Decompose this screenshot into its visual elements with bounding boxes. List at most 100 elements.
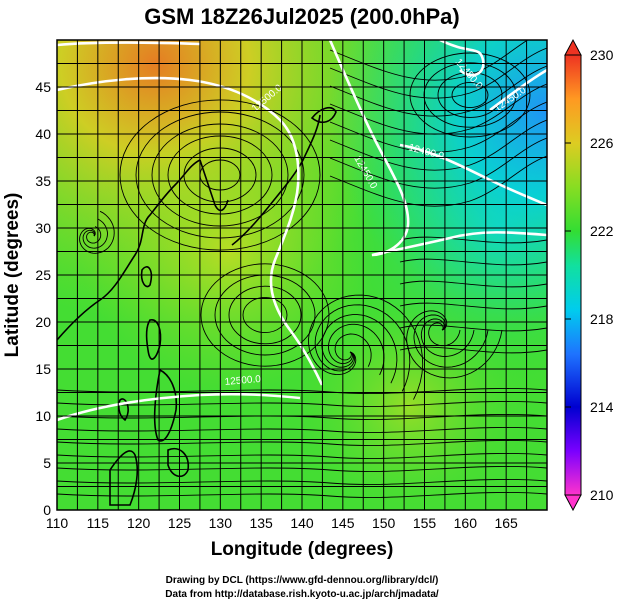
y-tick-label: 10: [35, 408, 51, 424]
streamline: [308, 294, 424, 400]
x-tick-label: 150: [372, 515, 396, 531]
streamline: [329, 137, 547, 189]
x-tick-label: 130: [209, 515, 233, 531]
y-tick-label: 25: [35, 267, 51, 283]
streamline: [437, 72, 503, 118]
coastline-borneo: [109, 450, 138, 506]
x-tick-label: 140: [290, 515, 314, 531]
colorbar-tick-label: 218: [590, 311, 614, 327]
y-tick-label: 35: [35, 173, 51, 189]
y-tick-label: 5: [43, 455, 51, 471]
streamline: [57, 440, 547, 446]
x-tick-label: 120: [127, 515, 151, 531]
streamline: [399, 280, 547, 288]
colorbar-bottom-arrow: [564, 494, 582, 512]
streamline: [183, 147, 257, 203]
x-tick-label: 110: [46, 515, 69, 531]
plot-area: 12500.0 12500.0 12450.0 12400.0 12450.0 …: [57, 40, 547, 510]
streamline: [409, 52, 531, 138]
streamline: [329, 155, 547, 207]
credit-drawing: Drawing by DCL (https://www.gfd-dennou.o…: [166, 575, 439, 586]
x-tick-label: 145: [331, 515, 355, 531]
y-tick-label: 45: [35, 79, 51, 95]
colorbar-tick-label: 210: [590, 487, 614, 503]
streamline: [57, 466, 547, 472]
streamline: [57, 492, 547, 498]
streamline: [79, 210, 115, 254]
x-tick-label: 165: [494, 515, 518, 531]
chart-title: GSM 18Z26Jul2025 (200.0hPa): [144, 4, 460, 29]
x-tick-label: 135: [249, 515, 273, 531]
coastline-philippines-south: [153, 368, 178, 442]
streamline: [321, 314, 398, 384]
colorbar: 210 214 218 222 226 230: [564, 38, 614, 512]
streamline: [399, 346, 547, 354]
streamline: [451, 81, 489, 109]
colorbar-tick-label: 222: [590, 223, 614, 239]
streamline: [86, 226, 102, 244]
streamline: [329, 65, 547, 117]
coastline-mindanao: [167, 448, 190, 478]
streamline: [57, 401, 547, 407]
streamline: [82, 218, 108, 249]
credit-data: Data from http://database.rish.kyoto-u.a…: [165, 589, 439, 600]
colorbar-top-arrow: [564, 38, 582, 56]
streamline: [329, 101, 547, 153]
streamline: [399, 302, 547, 310]
y-tick-label: 15: [35, 361, 51, 377]
streamline: [334, 333, 372, 367]
streamline: [423, 62, 517, 128]
x-axis-label: Longitude (degrees): [211, 539, 394, 560]
streamline: [329, 40, 529, 81]
streamline: [57, 479, 547, 485]
x-tick-label: 115: [87, 515, 110, 531]
contour-12450-east: [328, 40, 547, 257]
streamlines: [57, 40, 547, 498]
streamline: [314, 304, 411, 392]
streamline: [399, 236, 547, 244]
colorbar-ticks: 210 214 218 222 226 230: [565, 47, 614, 503]
coastline-china: [57, 159, 201, 341]
contour-12450-northeast: [439, 40, 485, 77]
contour-12400-ne: [489, 68, 547, 112]
y-tick-label: 0: [43, 502, 51, 518]
y-tick-label: 40: [35, 126, 51, 142]
streamline: [228, 285, 302, 345]
x-tick-label: 155: [413, 515, 437, 531]
colorbar-tick-label: 230: [590, 47, 614, 63]
height-contours: [57, 40, 547, 422]
colorbar-tick-label: 214: [590, 399, 614, 415]
coastline-hokkaido: [310, 106, 337, 124]
coastline-japan: [231, 114, 321, 246]
streamline: [135, 111, 305, 239]
contour-label-2: 12500.0: [224, 374, 261, 388]
streamline: [200, 263, 330, 367]
streamline: [399, 258, 547, 266]
streamline: [57, 427, 547, 433]
x-tick-label: 160: [454, 515, 478, 531]
y-tick-label: 20: [35, 314, 51, 330]
streamline: [329, 83, 547, 135]
y-axis-ticks: 0 5 10 15 20 25 30 35 40 45: [35, 79, 51, 518]
streamline: [406, 310, 503, 379]
streamline: [214, 274, 316, 356]
y-axis-label: Latitude (degrees): [2, 193, 23, 358]
streamline: [167, 135, 273, 215]
streamline: [399, 324, 547, 332]
streamline: [420, 318, 475, 357]
x-axis-ticks: 110 115 120 125 130 135 140 145 150 155 160 165: [46, 515, 518, 531]
contour-12500-north: [57, 76, 324, 386]
colorbar-gradient: [564, 54, 582, 496]
streamline: [57, 388, 547, 394]
streamline: [57, 453, 547, 459]
streamline: [151, 123, 289, 227]
streamline: [57, 414, 547, 420]
plot-frame: [56, 39, 548, 511]
streamline: [329, 47, 547, 99]
x-tick-label: 125: [168, 515, 192, 531]
coastline-taiwan: [140, 266, 153, 288]
y-tick-label: 30: [35, 220, 51, 236]
grid-lines: [57, 40, 547, 510]
streamline: [119, 99, 321, 251]
